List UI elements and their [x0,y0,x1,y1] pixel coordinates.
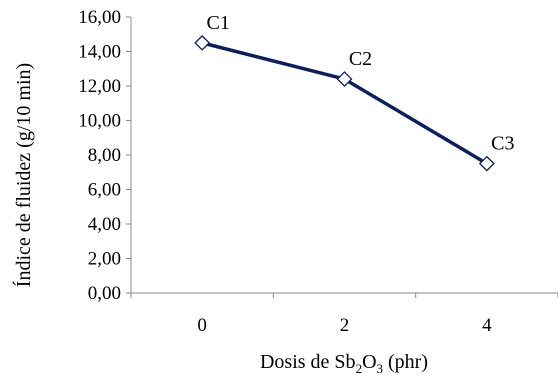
axes [130,17,558,294]
x-tick-label: 4 [482,315,492,336]
y-tick-label: 16,00 [78,7,121,28]
data-point-marker [194,34,211,51]
x-tick-label: 0 [197,315,207,336]
x-axis-title-sub2: 3 [377,361,384,376]
y-tick-label: 8,00 [88,145,121,166]
y-tick-label: 0,00 [88,283,121,304]
data-point-label: C2 [349,48,372,70]
x-axis-title-prefix: Dosis de Sb [260,351,356,373]
y-tick-label: 2,00 [88,249,121,270]
x-tick-label: 2 [340,315,350,336]
y-axis-ticks: 0,00 2,00 4,00 6,00 8,00 10,00 12,00 14,00 16,00 [78,7,131,304]
data-point-marker [478,155,495,172]
data-point-label: C1 [206,12,229,34]
y-tick-label: 10,00 [78,111,121,132]
data-point-label: C3 [491,133,514,155]
x-axis-ticks: 0 2 4 [130,293,558,336]
x-axis-title-sub1: 2 [356,361,363,376]
series: C1 C2 C3 [194,12,515,172]
x-axis-title-mid: O [362,351,376,373]
series-line [200,41,489,166]
y-tick-label: 6,00 [88,180,121,201]
y-tick-label: 4,00 [88,214,121,235]
data-point-marker [336,71,353,88]
y-axis-title: Índice de fluidez (g/10 min) [12,63,35,287]
y-tick-label: 12,00 [78,76,121,97]
x-axis-title: Dosis de Sb2O3 (phr) [260,351,428,376]
x-axis-title-suffix: (phr) [383,351,428,373]
y-tick-label: 14,00 [78,42,121,63]
